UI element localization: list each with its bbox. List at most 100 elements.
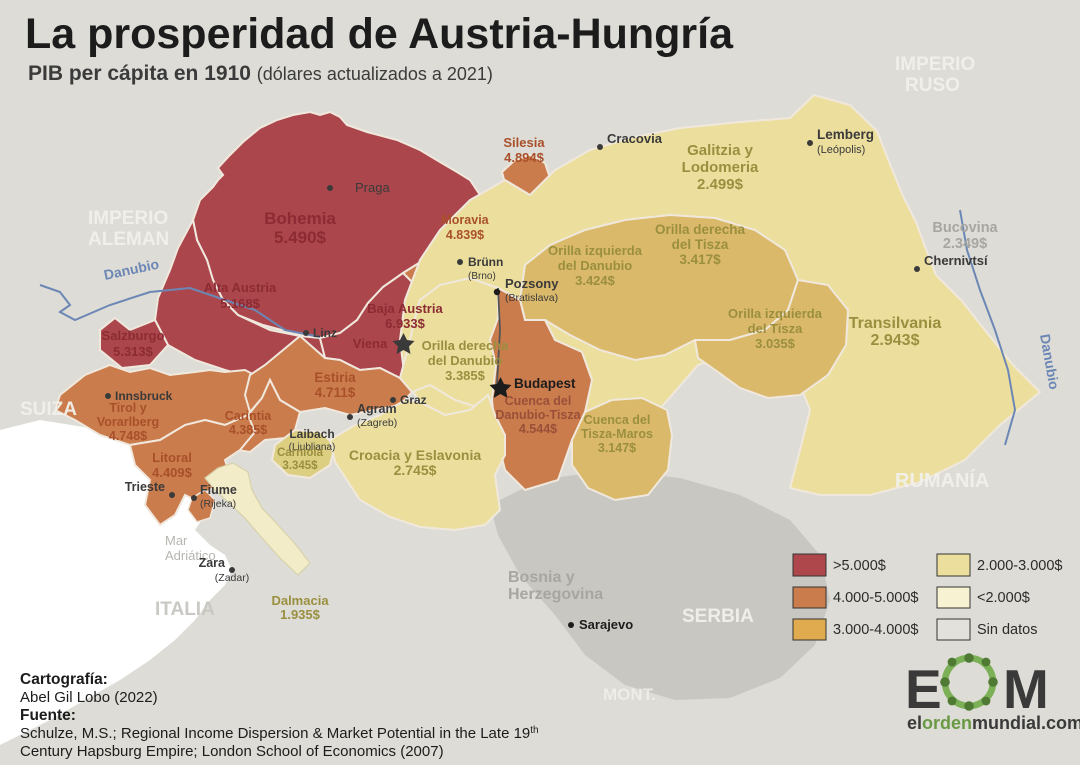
svg-text:>5.000$: >5.000$ [833,558,886,574]
svg-text:3.035$: 3.035$ [755,336,796,351]
svg-text:<2.000$: <2.000$ [977,590,1030,606]
svg-text:Abel Gil Lobo (2022): Abel Gil Lobo (2022) [20,689,158,706]
svg-text:Salzburgo: Salzburgo [102,328,165,343]
svg-text:1.935$: 1.935$ [280,607,321,622]
svg-text:2.349$: 2.349$ [943,236,987,252]
svg-text:4.748$: 4.748$ [109,429,147,443]
svg-text:3.345$: 3.345$ [282,460,318,472]
svg-text:4.839$: 4.839$ [446,228,484,242]
svg-text:(Brno): (Brno) [468,271,496,282]
svg-text:Tisza-Maros: Tisza-Maros [581,427,653,441]
svg-text:Bucovina: Bucovina [932,220,998,236]
svg-text:(Rijeka): (Rijeka) [200,498,236,510]
svg-text:Linz: Linz [313,326,337,340]
svg-text:Alta Austria: Alta Austria [204,280,277,295]
svg-text:Vorarlberg: Vorarlberg [97,415,159,429]
svg-text:RUMANÍA: RUMANÍA [895,469,989,492]
svg-text:Schulze, M.S.; Regional Income: Schulze, M.S.; Regional Income Dispersio… [20,725,539,742]
svg-text:SUIZA: SUIZA [20,399,77,420]
svg-text:5.313$: 5.313$ [113,344,154,359]
svg-text:(Bratislava): (Bratislava) [505,292,558,304]
svg-text:Galitzia y: Galitzia y [687,142,754,159]
svg-text:IMPERIO: IMPERIO [88,208,168,229]
svg-text:Bosnia y: Bosnia y [508,569,575,586]
svg-text:RUSO: RUSO [905,75,960,96]
svg-text:PIB per cápita en 1910 (dólare: PIB per cápita en 1910 (dólares actualiz… [28,62,493,85]
svg-text:Sarajevo: Sarajevo [579,617,633,632]
svg-text:Moravia: Moravia [441,213,489,227]
svg-text:Cracovia: Cracovia [607,131,663,146]
svg-text:Fiume: Fiume [200,483,237,497]
svg-text:Carintia: Carintia [225,409,273,423]
svg-text:Zara: Zara [199,556,226,570]
svg-text:Pozsony: Pozsony [505,276,559,291]
svg-text:3.417$: 3.417$ [679,252,721,267]
svg-text:(Leópolis): (Leópolis) [817,144,865,156]
svg-text:2.499$: 2.499$ [697,176,744,193]
svg-text:4.711$: 4.711$ [315,385,356,400]
svg-text:ALEMAN: ALEMAN [88,229,169,250]
svg-text:Danubio-Tisza: Danubio-Tisza [495,408,581,422]
svg-text:2.943$: 2.943$ [871,332,920,349]
svg-text:Dalmacia: Dalmacia [271,593,329,608]
svg-text:Orilla derecha: Orilla derecha [422,338,509,353]
svg-text:E: E [905,658,940,720]
svg-text:Graz: Graz [400,393,427,407]
svg-text:Laibach: Laibach [289,427,334,441]
svg-text:4.000-5.000$: 4.000-5.000$ [833,590,918,606]
svg-text:del Tisza: del Tisza [748,321,803,336]
svg-text:4.544$: 4.544$ [519,422,557,436]
svg-text:del Danubio: del Danubio [558,258,632,273]
svg-text:Cuenca del: Cuenca del [584,413,651,427]
svg-text:Silesia: Silesia [503,135,545,150]
svg-text:La prosperidad de Austria-Hung: La prosperidad de Austria-Hungría [25,10,734,58]
svg-text:3.147$: 3.147$ [598,441,636,455]
svg-text:del Danubio: del Danubio [428,353,502,368]
svg-text:Croacia y Eslavonia: Croacia y Eslavonia [349,447,482,463]
svg-text:2.745$: 2.745$ [394,462,437,478]
svg-text:4.894$: 4.894$ [504,150,545,165]
svg-text:2.000-3.000$: 2.000-3.000$ [977,558,1062,574]
svg-text:Lemberg: Lemberg [817,127,874,142]
svg-text:Transilvania: Transilvania [849,315,942,332]
svg-text:Fuente:: Fuente: [20,707,76,724]
svg-text:Baja Austria: Baja Austria [367,301,443,316]
svg-text:Trieste: Trieste [125,480,165,494]
svg-text:Estiria: Estiria [314,370,356,385]
svg-text:Agram: Agram [357,402,397,416]
svg-text:5.490$: 5.490$ [274,228,327,247]
svg-text:Bohemia: Bohemia [264,209,336,228]
svg-text:Orilla izquierda: Orilla izquierda [728,306,823,321]
svg-text:M: M [1003,658,1046,720]
svg-text:(Zadar): (Zadar) [215,572,249,584]
svg-text:Orilla izquierda: Orilla izquierda [548,243,643,258]
svg-text:6.933$: 6.933$ [385,316,426,331]
svg-text:Lodomeria: Lodomeria [682,159,759,176]
svg-text:4.409$: 4.409$ [152,465,193,480]
svg-text:IMPERIO: IMPERIO [895,54,975,75]
svg-text:Budapest: Budapest [514,376,576,391]
svg-text:3.385$: 3.385$ [445,368,486,383]
svg-text:5.168$: 5.168$ [220,296,261,311]
svg-text:Century Hapsburg Empire; Londo: Century Hapsburg Empire; London School o… [20,743,444,760]
svg-text:elordenmundial.com: elordenmundial.com [907,713,1080,733]
svg-text:ITALIA: ITALIA [155,599,215,620]
svg-text:Brünn: Brünn [468,255,503,269]
svg-text:(Zagreb): (Zagreb) [357,417,397,429]
svg-text:Herzegovina: Herzegovina [508,586,603,603]
svg-text:Viena: Viena [353,336,388,351]
svg-text:3.424$: 3.424$ [575,273,616,288]
svg-text:SERBIA: SERBIA [682,606,754,627]
svg-text:Sin datos: Sin datos [977,622,1037,638]
svg-text:Chernivtsí: Chernivtsí [924,253,988,268]
svg-text:Carniola: Carniola [277,447,324,459]
svg-text:Praga: Praga [355,180,390,195]
svg-text:Tirol y: Tirol y [109,401,146,415]
svg-text:del Tisza: del Tisza [672,237,729,252]
svg-text:Mar: Mar [165,533,188,548]
svg-text:Cartografía:: Cartografía: [20,671,108,688]
svg-text:Cuenca del: Cuenca del [505,394,572,408]
svg-text:Litoral: Litoral [152,450,192,465]
svg-text:4.385$: 4.385$ [229,423,267,437]
svg-text:Orilla derecha: Orilla derecha [655,222,746,237]
